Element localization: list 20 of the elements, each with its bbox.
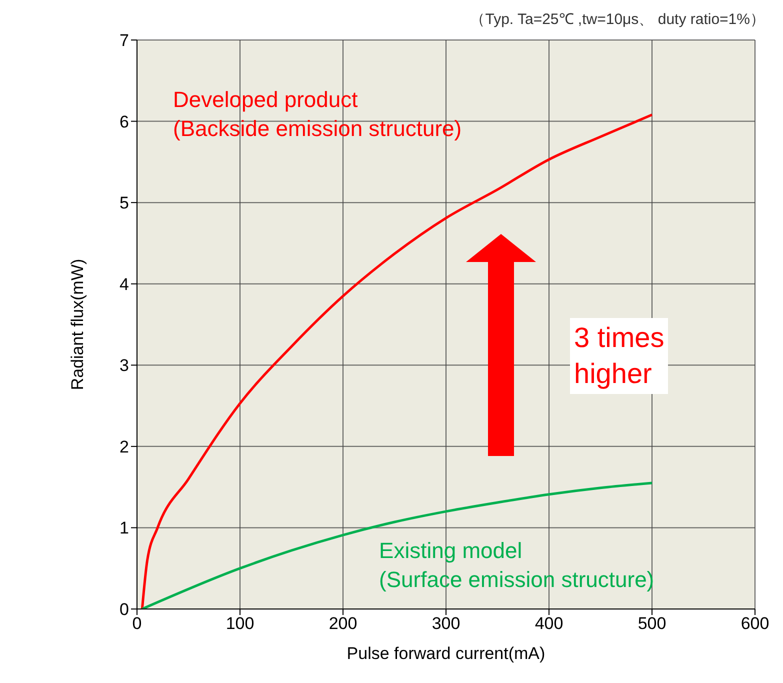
x-tick-label: 100 <box>226 614 254 634</box>
y-tick-label: 0 <box>120 600 129 620</box>
y-tick-label: 1 <box>120 518 129 538</box>
y-tick-label: 5 <box>120 194 129 213</box>
y-tick-label: 6 <box>120 112 129 132</box>
x-tick-label: 200 <box>328 614 358 634</box>
y-axis-title: Radiant flux(mW) <box>68 258 88 390</box>
x-tick-label: 400 <box>534 614 564 634</box>
x-axis-title: Pulse forward current(mA) <box>346 644 546 663</box>
x-tick-label: 300 <box>432 614 460 634</box>
x-tick-label: 600 <box>740 614 770 634</box>
line-series <box>140 482 654 609</box>
y-tick-label: 2 <box>120 437 129 456</box>
y-tick-label: 4 <box>120 274 129 294</box>
y-tick-label: 7 <box>120 31 129 50</box>
y-tick-label: 3 <box>120 356 129 376</box>
x-tick-label: 500 <box>638 614 666 634</box>
chart-subtitle: （Typ. Ta=25℃ ,tw=10μs、 duty ratio=1%） <box>470 10 765 29</box>
x-tick-label: 0 <box>132 614 142 634</box>
annotation: 3 times higher <box>570 318 668 394</box>
